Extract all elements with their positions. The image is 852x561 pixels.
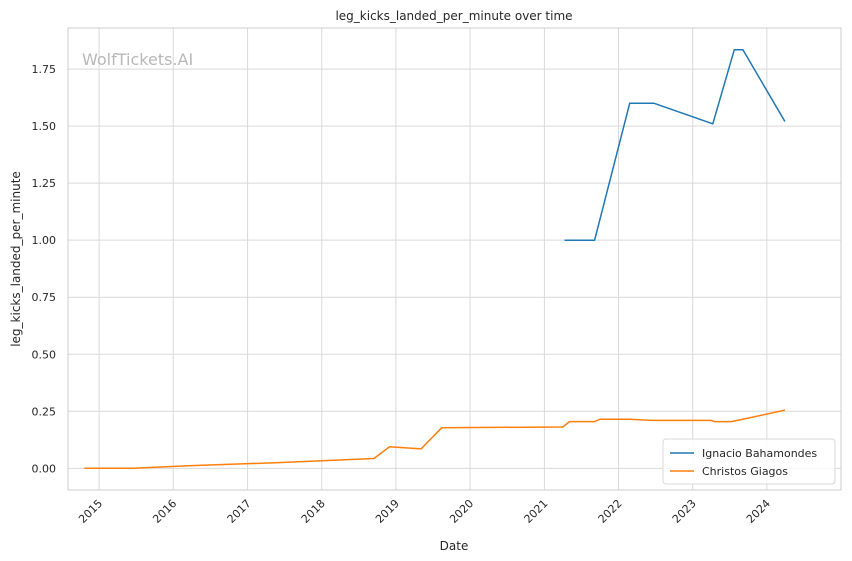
y-tick-label: 0.00 — [32, 462, 57, 475]
y-tick-label: 0.25 — [32, 405, 57, 418]
series-line-christos-giagos — [84, 409, 786, 470]
y-tick-labels: 0.00 0.25 0.50 0.75 1.00 1.25 1.50 1.75 — [32, 63, 57, 475]
y-tick-label: 1.50 — [32, 120, 57, 133]
series-layer — [84, 48, 786, 470]
legend-label-christos: Christos Giagos — [702, 465, 788, 478]
y-tick-label: 1.25 — [32, 177, 57, 190]
y-tick-label: 0.75 — [32, 291, 57, 304]
y-tick-label: 0.50 — [32, 348, 57, 361]
y-tick-label: 1.75 — [32, 63, 57, 76]
y-axis-label: leg_kicks_landed_per_minute — [9, 171, 23, 347]
plot-frame — [67, 27, 842, 491]
legend-label-ignacio: Ignacio Bahamondes — [702, 447, 817, 460]
legend: Ignacio Bahamondes Christos Giagos — [662, 438, 836, 485]
watermark: WolfTickets.AI — [82, 50, 193, 69]
series-line-ignacio-bahamondes — [564, 48, 786, 241]
chart-title: leg_kicks_landed_per_minute over time — [335, 9, 572, 23]
y-tick-label: 1.00 — [32, 234, 57, 247]
x-axis-label: Date — [440, 539, 469, 553]
legend-box — [662, 438, 836, 485]
